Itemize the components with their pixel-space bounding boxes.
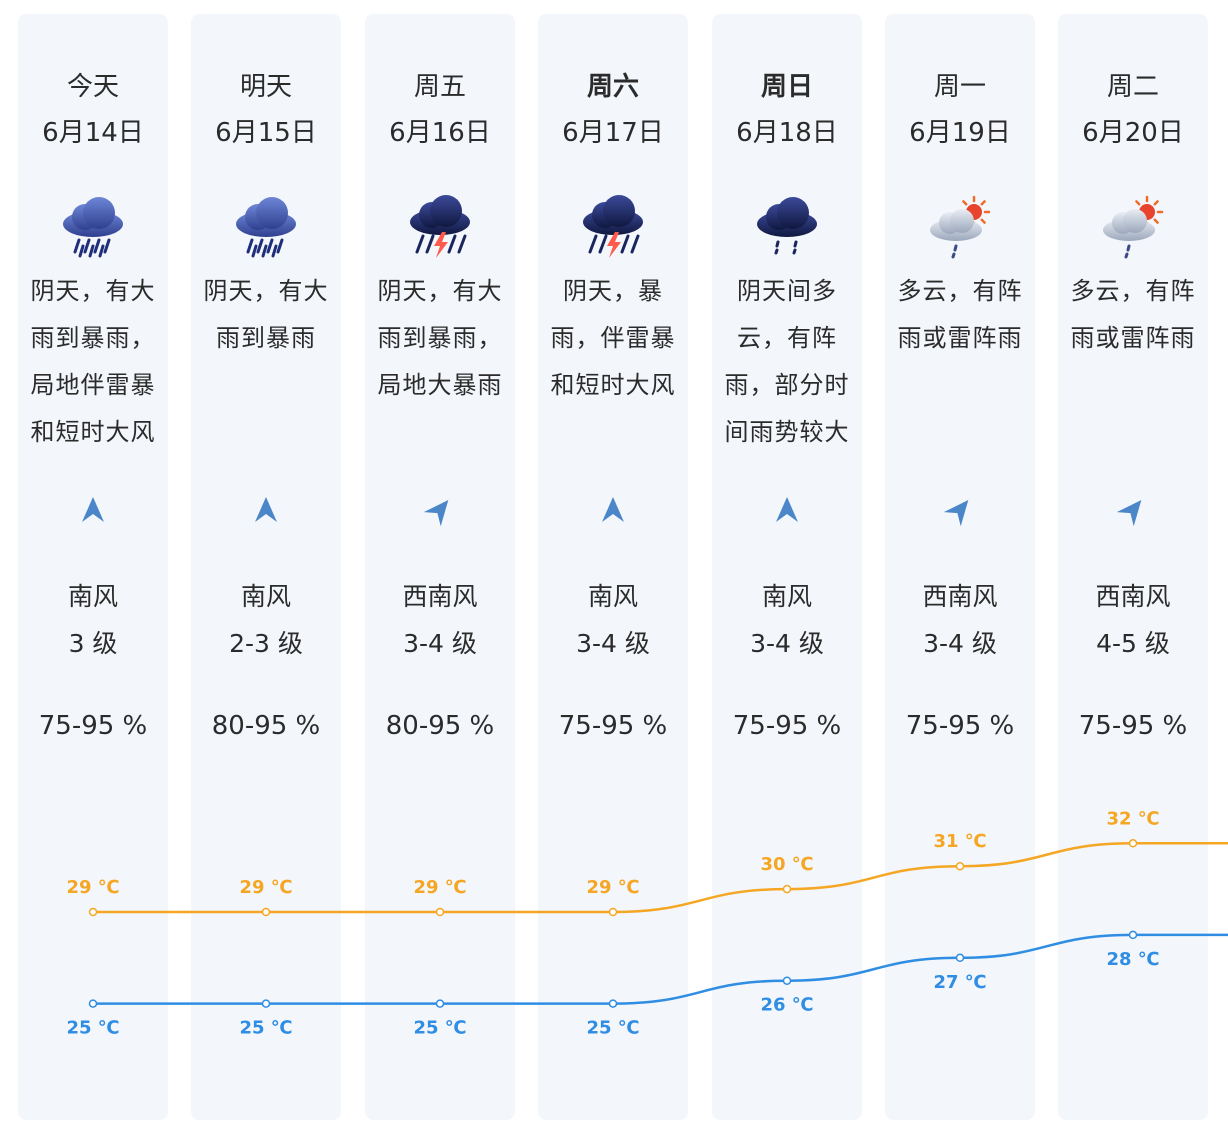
wind-direction: 西南风 [1095,582,1171,611]
humidity: 75-95 % [38,711,148,741]
day-column: 周六 6月17日 阴天，暴雨，伴雷暴和短时大风 南风 3-4 级 75-95 % [538,14,688,1120]
heavy-rain-icon [59,194,127,262]
arrow-northeast-icon [423,494,456,527]
weather-description: 多云，有阵雨或雷阵雨 [897,277,1023,352]
wind-level: 3-4 级 [576,629,650,658]
day-name: 今天 [66,72,119,102]
day-column: 今天 6月14日 阴天，有大雨到暴雨，局地伴雷暴和短时大风 南风 3 级 75-… [18,14,168,1120]
wind-level: 3-4 级 [923,629,997,658]
weather-description: 阴天，暴雨，伴雷暴和短时大风 [550,277,676,399]
weather-description: 阴天间多云，有阵雨，部分时间雨势较大 [724,277,850,446]
day-name: 周二 [1106,72,1159,102]
day-column: 周一 6月19日 多云，有阵雨或雷阵雨 西南风 3-4 级 75-95 % [885,14,1035,1120]
day-date: 6月14日 [42,118,144,148]
day-column: 周二 6月20日 多云，有阵雨或雷阵雨 西南风 4-5 级 75-95 % [1058,14,1208,1120]
weather-description: 阴天，有大雨到暴雨，局地大暴雨 [377,277,503,399]
day-column: 周日 6月18日 阴天间多云，有阵雨，部分时间雨势较大 南风 3-4 级 75-… [712,14,862,1120]
day-name: 周日 [760,72,813,102]
day-date: 6月17日 [562,118,664,148]
day-date: 6月15日 [215,118,317,148]
wind-direction: 南风 [587,582,638,611]
day-name: 周五 [413,72,466,102]
light-rain-icon [753,194,821,262]
wind-direction: 西南风 [922,582,998,611]
wind-level: 3-4 级 [403,629,477,658]
sun-shower-icon [1099,194,1167,262]
day-date: 6月20日 [1082,118,1184,148]
day-date: 6月18日 [736,118,838,148]
day-date: 6月16日 [389,118,491,148]
arrow-north-icon [77,494,109,526]
day-name: 周六 [586,72,639,102]
arrow-northeast-icon [1116,494,1149,527]
humidity: 75-95 % [905,711,1015,741]
wind-direction: 南风 [67,582,118,611]
humidity: 75-95 % [558,711,668,741]
wind-direction: 南风 [761,582,812,611]
wind-direction: 西南风 [402,582,478,611]
arrow-northeast-icon [943,494,976,527]
sun-shower-icon [926,194,994,262]
heavy-rain-icon [232,194,300,262]
wind-direction: 南风 [240,582,291,611]
wind-level: 4-5 级 [1096,629,1170,658]
weather-description: 阴天，有大雨到暴雨 [203,277,329,352]
thunderstorm-icon [406,194,474,262]
arrow-north-icon [250,494,282,526]
weather-description: 多云，有阵雨或雷阵雨 [1070,277,1196,352]
wind-level: 3-4 级 [750,629,824,658]
weather-description: 阴天，有大雨到暴雨，局地伴雷暴和短时大风 [30,277,156,446]
arrow-north-icon [597,494,629,526]
humidity: 80-95 % [385,711,495,741]
arrow-north-icon [771,494,803,526]
wind-level: 3 级 [68,629,118,658]
wind-level: 2-3 级 [229,629,303,658]
day-column: 明天 6月15日 阴天，有大雨到暴雨 南风 2-3 级 80-95 % [191,14,341,1120]
humidity: 80-95 % [211,711,321,741]
day-name: 周一 [933,72,986,102]
day-date: 6月19日 [909,118,1011,148]
day-column: 周五 6月16日 阴天，有大雨到暴雨，局地大暴雨 西南风 3-4 级 80-95… [365,14,515,1120]
day-name: 明天 [239,72,292,102]
thunderstorm-icon [579,194,647,262]
humidity: 75-95 % [1078,711,1188,741]
humidity: 75-95 % [732,711,842,741]
